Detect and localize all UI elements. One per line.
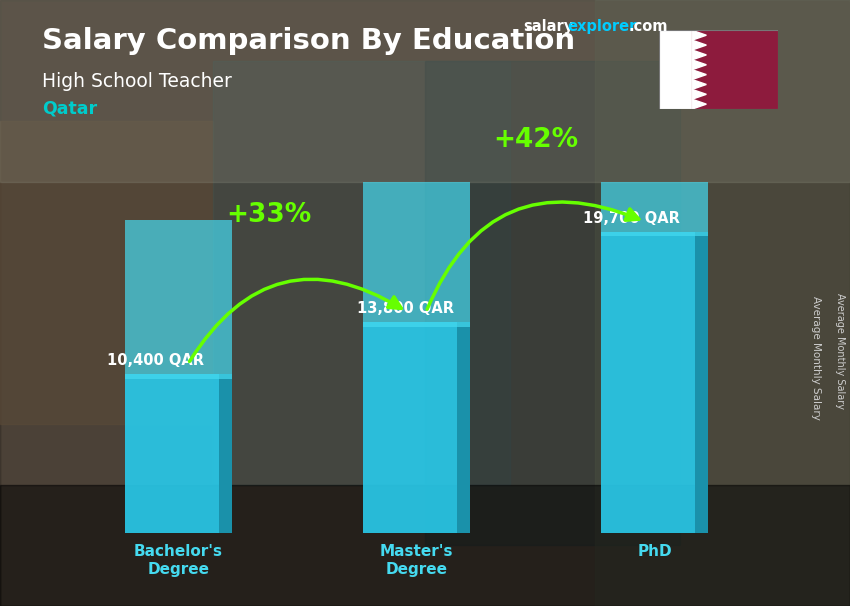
Text: Average Monthly Salary: Average Monthly Salary (812, 296, 821, 419)
Bar (219, 375, 232, 533)
Bar (425, 61, 680, 545)
Polygon shape (692, 50, 706, 60)
Polygon shape (692, 99, 706, 109)
Bar (692, 30, 778, 109)
Bar (601, 0, 708, 236)
Bar (363, 116, 470, 327)
Polygon shape (692, 60, 706, 70)
Text: +42%: +42% (493, 127, 578, 153)
Text: 13,800 QAR: 13,800 QAR (357, 301, 454, 316)
Text: explorer: explorer (568, 19, 638, 35)
Polygon shape (692, 70, 706, 79)
Text: High School Teacher: High School Teacher (42, 72, 232, 90)
Polygon shape (692, 30, 706, 40)
Polygon shape (692, 79, 706, 89)
Text: salary: salary (523, 19, 573, 35)
Bar (125, 219, 232, 379)
Text: 19,700 QAR: 19,700 QAR (583, 211, 680, 226)
Bar (695, 232, 708, 533)
Bar (601, 232, 708, 533)
Bar (0, 121, 212, 424)
Bar (457, 322, 470, 533)
Polygon shape (692, 40, 706, 50)
Polygon shape (692, 89, 706, 99)
Bar (595, 0, 850, 606)
Text: 10,400 QAR: 10,400 QAR (107, 353, 204, 368)
Text: Average Monthly Salary: Average Monthly Salary (835, 293, 845, 410)
Text: Qatar: Qatar (42, 100, 98, 118)
Bar (125, 375, 232, 533)
Bar (363, 322, 470, 533)
Text: +33%: +33% (226, 202, 312, 228)
Bar (0, 0, 850, 182)
Bar (0, 485, 850, 606)
Text: Salary Comparison By Education: Salary Comparison By Education (42, 27, 575, 55)
Bar (212, 61, 510, 485)
Text: .com: .com (629, 19, 668, 35)
